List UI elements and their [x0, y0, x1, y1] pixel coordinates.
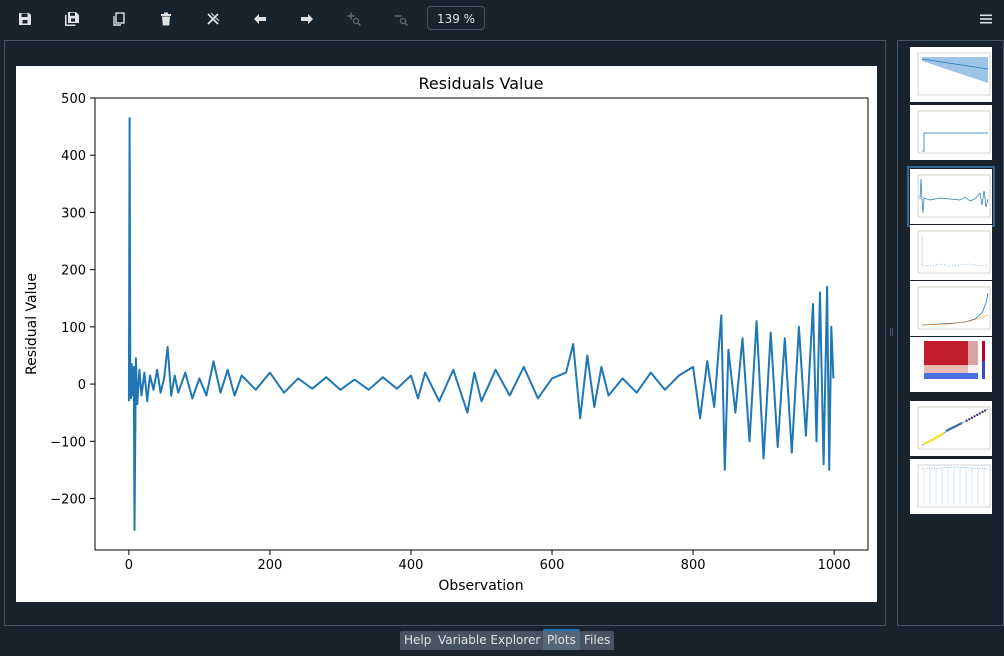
y-tick-label: 200	[61, 264, 86, 279]
zoom-in-button[interactable]	[343, 9, 365, 29]
residuals-thumbnail-image	[917, 174, 991, 218]
tab-variable-explorer[interactable]: Variable Explorer	[434, 631, 545, 650]
thumb-residuals-plot[interactable]	[907, 166, 995, 227]
splitter-grip-icon	[890, 328, 893, 336]
thumb-step-plot[interactable]	[910, 105, 992, 160]
options-menu-button[interactable]	[975, 9, 997, 29]
y-axis-label: Residual Value	[24, 273, 40, 375]
tab-files[interactable]: Files	[580, 631, 615, 650]
zoom-level-field[interactable]: 139 %	[427, 6, 485, 30]
x-tick-label: 1000	[818, 558, 851, 573]
multi-floppy-icon	[65, 12, 79, 26]
tab-plots[interactable]: Plots	[543, 629, 580, 650]
panel-splitter[interactable]	[888, 40, 895, 626]
thumbnail-panel[interactable]	[897, 40, 1004, 626]
pane-tab-bar: Help Variable Explorer Plots Files	[0, 627, 1004, 656]
plots-toolbar: 139 %	[0, 0, 1004, 38]
hamburger-menu-icon	[980, 14, 992, 24]
thumb-scatter-plot[interactable]	[910, 225, 992, 280]
close-all-icon	[207, 12, 220, 25]
y-tick-label: 300	[61, 206, 86, 221]
save-plot-button[interactable]	[14, 9, 36, 29]
x-tick-label: 0	[125, 558, 133, 573]
plot-frame	[94, 97, 869, 551]
y-tick-label: 0	[78, 378, 86, 393]
copy-icon	[113, 12, 125, 26]
residual-series-line	[127, 117, 835, 531]
remove-all-plots-button[interactable]	[202, 9, 224, 29]
x-tick-label: 800	[681, 558, 706, 573]
y-tick-label: 100	[61, 321, 86, 336]
tab-help[interactable]: Help	[400, 631, 436, 650]
previous-plot-button[interactable]	[249, 9, 271, 29]
x-tick-label: 600	[540, 558, 565, 573]
plot-viewer[interactable]: 0 200 400 600 800 1000 500 400 300 200 100 0 −100 −20…	[4, 40, 886, 626]
plot-canvas: 0 200 400 600 800 1000 500 400 300 200 100 0 −100 −20…	[16, 66, 877, 602]
zoom-out-icon	[394, 15, 408, 26]
thumb-forecast-plot[interactable]	[910, 47, 992, 102]
forecast-thumbnail-image	[917, 52, 991, 96]
floppy-disk-icon	[19, 13, 31, 25]
thumb-stem-plot[interactable]	[910, 459, 992, 514]
residuals-chart: 0 200 400 600 800 10005004003002001000−100−20…	[24, 74, 869, 594]
x-axis-label: Observation	[438, 578, 523, 594]
zoom-in-icon	[347, 12, 361, 26]
heatmap-thumbnail-image	[924, 341, 985, 379]
trash-icon	[161, 12, 171, 26]
save-all-plots-button[interactable]	[61, 9, 83, 29]
stem-thumbnail-image	[917, 464, 991, 508]
x-tick-label: 200	[257, 558, 282, 573]
y-tick-label: 400	[61, 149, 86, 164]
y-tick-label: 500	[61, 92, 86, 107]
thumb-growth-line-plot[interactable]	[910, 281, 992, 336]
thumb-correlation-heatmap[interactable]	[910, 337, 992, 392]
arrow-right-icon	[301, 14, 313, 24]
x-tick-label: 400	[399, 558, 424, 573]
regression-thumbnail-image	[917, 406, 991, 450]
remove-plot-button[interactable]	[155, 9, 177, 29]
y-tick-label: −200	[50, 493, 86, 508]
chart-title: Residuals Value	[419, 74, 544, 93]
zoom-out-button[interactable]	[390, 9, 412, 29]
scatter-thumbnail-image	[917, 230, 991, 274]
growth-line-thumbnail-image	[917, 286, 991, 330]
y-tick-label: −100	[50, 435, 86, 450]
step-thumbnail-image	[917, 110, 991, 154]
copy-plot-button[interactable]	[108, 9, 130, 29]
arrow-left-icon	[254, 14, 266, 24]
thumb-regression-scatter[interactable]	[910, 401, 992, 456]
next-plot-button[interactable]	[296, 9, 318, 29]
